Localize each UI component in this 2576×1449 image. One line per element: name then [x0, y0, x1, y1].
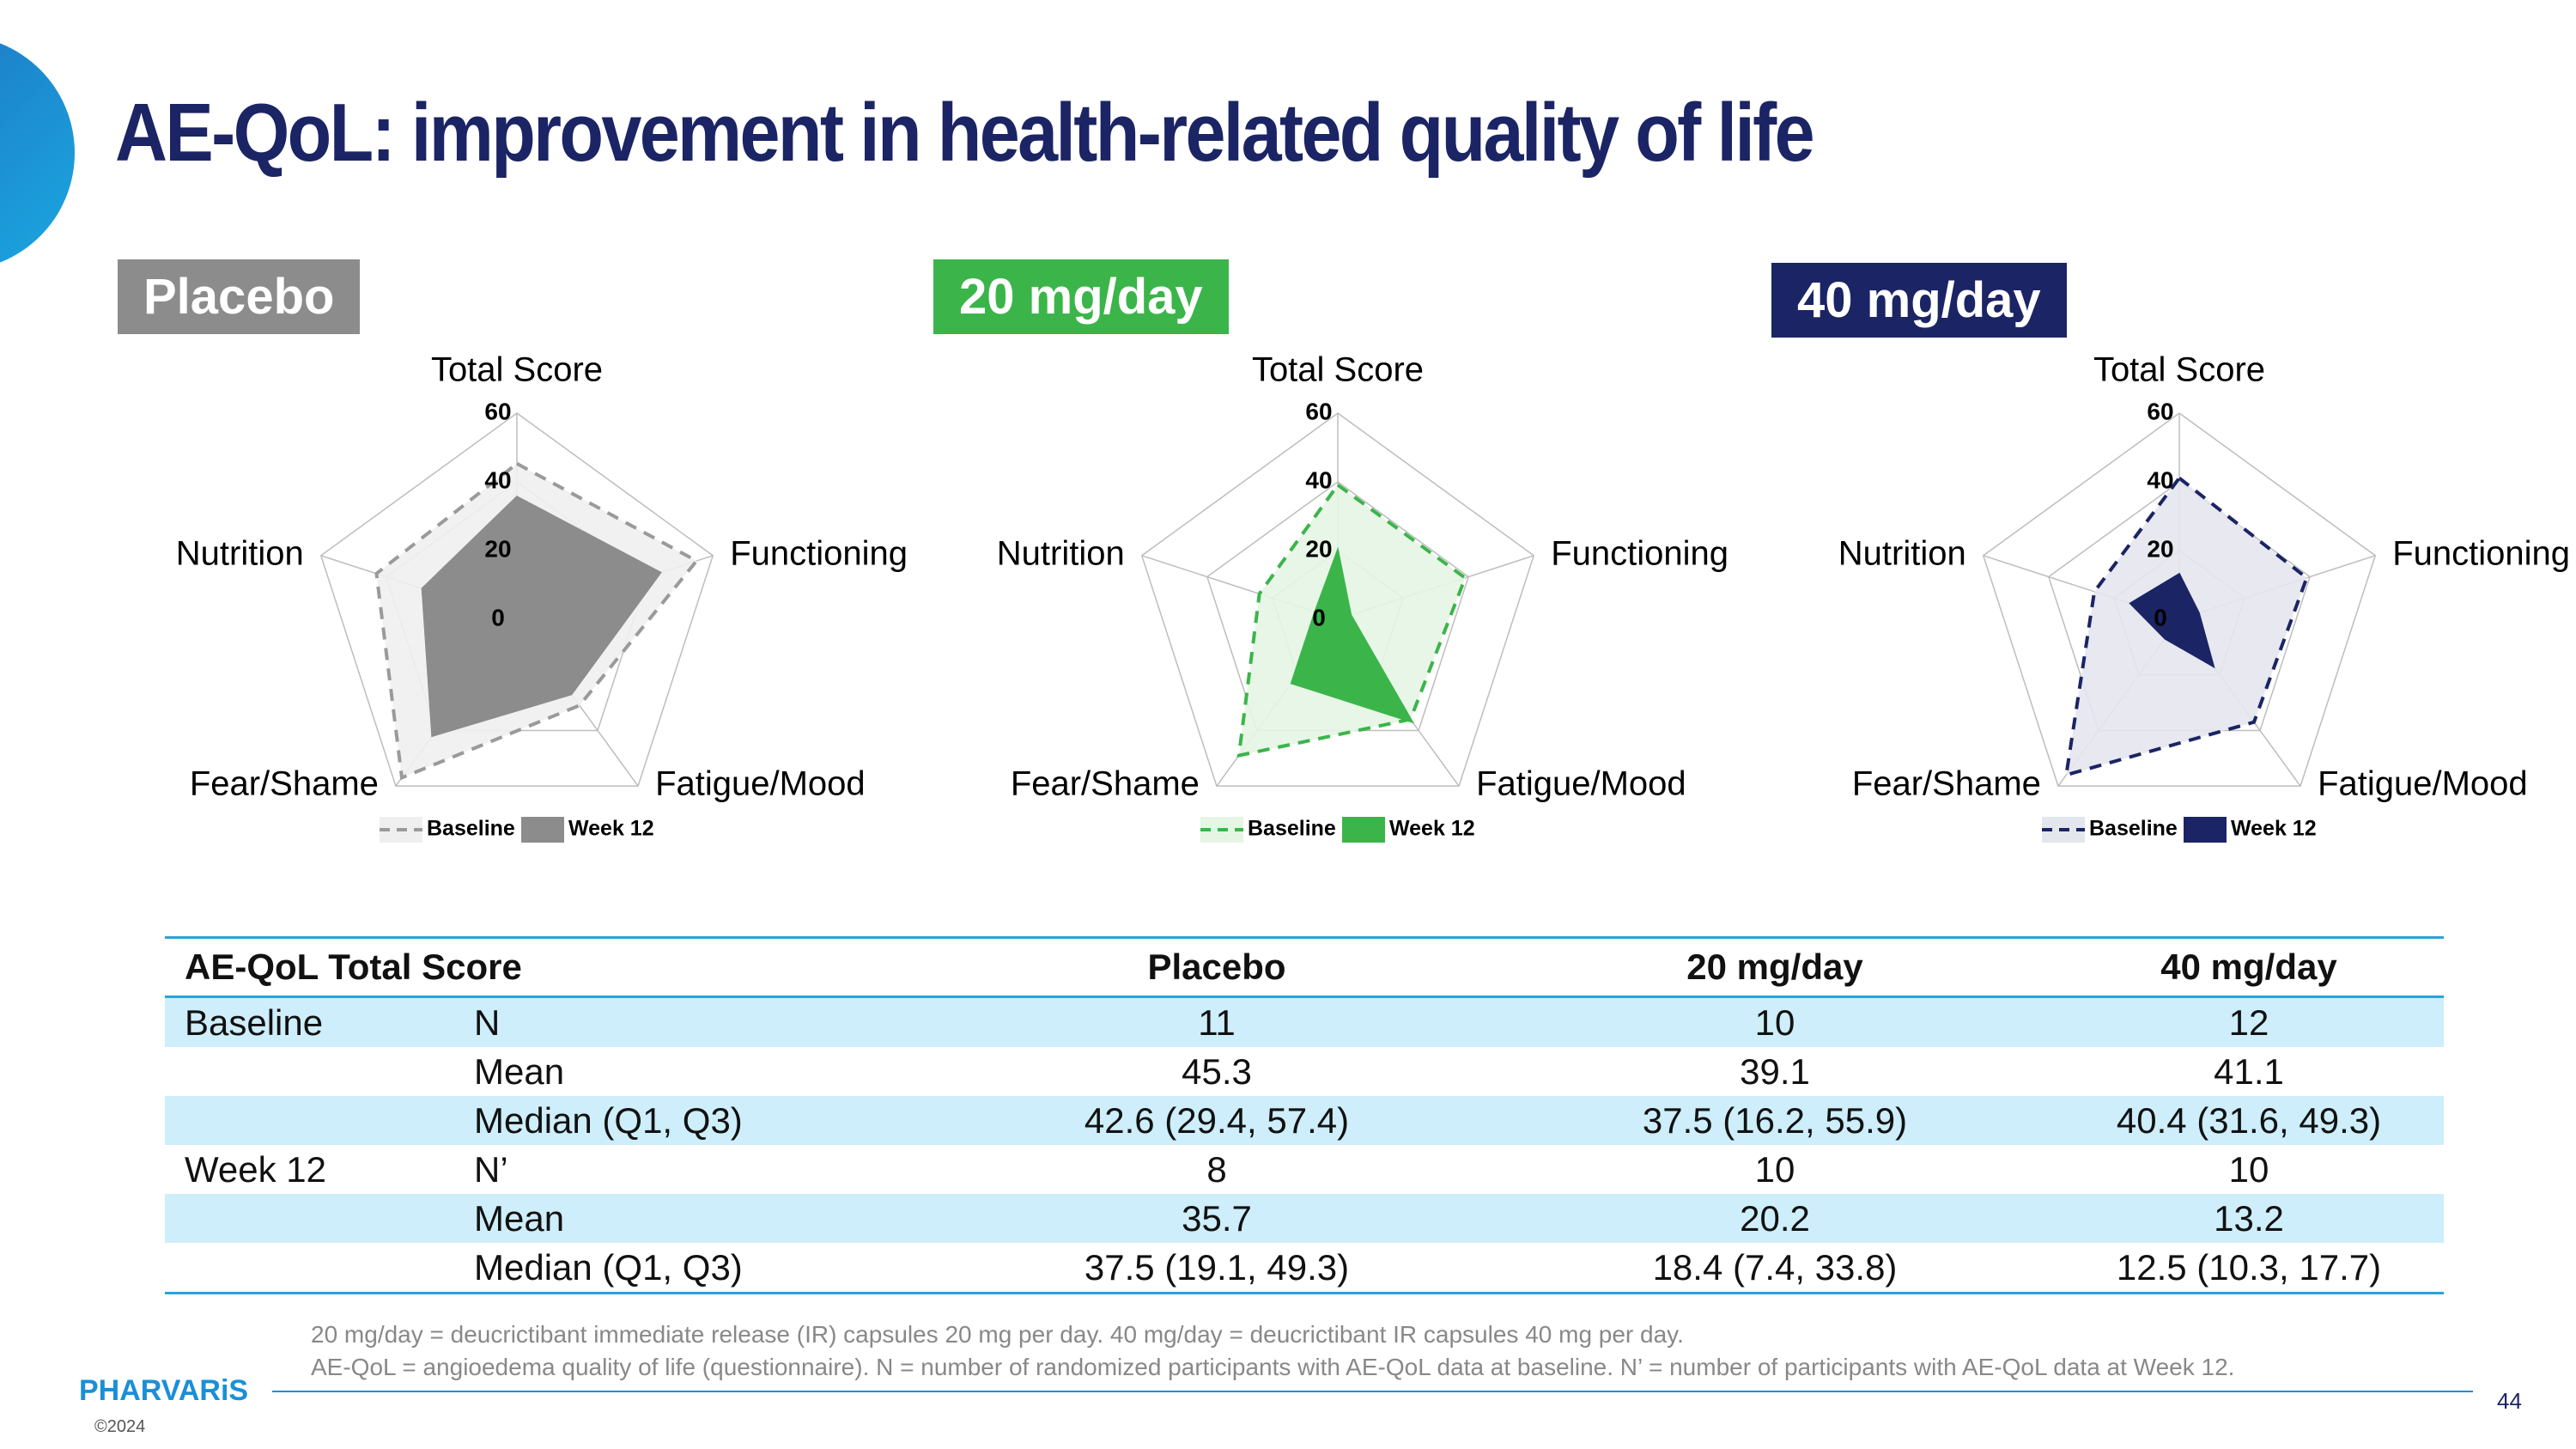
logo: PHARVARiS [79, 1374, 249, 1407]
table-cell: 11 [1198, 1002, 1236, 1043]
legend-label: Baseline [427, 817, 515, 841]
y-tick-label: 0 [491, 604, 505, 630]
row-group [165, 1194, 474, 1243]
row-stat: N’ [474, 1148, 508, 1190]
axis-label: Functioning [2392, 534, 2570, 572]
table-cell: 12 [2228, 1002, 2269, 1043]
table-cell: 13.2 [2214, 1197, 2284, 1239]
table-row: Week 12 N’ 8 10 10 [165, 1145, 2444, 1194]
y-tick-label: 0 [1312, 604, 1326, 630]
page-number: 44 [2497, 1388, 2522, 1414]
table-cell: 10 [1754, 1148, 1795, 1190]
y-tick-label: 20 [484, 535, 511, 562]
y-tick-label: 40 [2147, 466, 2173, 493]
radar-area [421, 495, 662, 738]
table-cell: 18.4 (7.4, 33.8) [1652, 1246, 1898, 1288]
legend-label: Baseline [1248, 817, 1336, 841]
y-tick-label: 60 [1305, 398, 1332, 424]
y-tick-label: 0 [2154, 604, 2167, 630]
copyright: ©2024 [94, 1417, 146, 1436]
table-row: Mean 45.3 39.1 41.1 [165, 1047, 2444, 1096]
legend-swatch [2184, 817, 2227, 843]
row-group: Week 12 [185, 1148, 326, 1190]
row-stat: Median (Q1, Q3) [474, 1099, 743, 1141]
y-tick-label: 20 [2147, 535, 2173, 562]
footer-rule [272, 1391, 2473, 1392]
corner-decoration [0, 43, 75, 263]
table-cell: 8 [1206, 1148, 1227, 1190]
axis-label: Functioning [1551, 534, 1728, 572]
axis-label: Nutrition [997, 534, 1125, 572]
results-table: AE-QoL Total Score Placebo 20 mg/day 40 … [165, 936, 2444, 1294]
table-row: Median (Q1, Q3) 42.6 (29.4, 57.4) 37.5 (16… [165, 1096, 2444, 1145]
table-cell: 37.5 (19.1, 49.3) [1084, 1246, 1350, 1288]
table-cell: 40.4 (31.6, 49.3) [2116, 1099, 2382, 1141]
radar-chart: 0 20 40 60 Total Score Functioning Fatigue/Moo… [997, 351, 1728, 843]
axis-label: Fatigue/Mood [1476, 765, 1686, 803]
table-cell: 10 [2228, 1148, 2269, 1190]
axis-label: Fatigue/Mood [2318, 765, 2528, 803]
table-cell: 37.5 (16.2, 55.9) [1642, 1099, 1908, 1141]
table-row: Baseline N 11 10 12 [165, 996, 2444, 1047]
y-tick-label: 40 [1305, 466, 1332, 493]
row-group: Baseline [185, 1002, 324, 1043]
radar-area [2129, 572, 2215, 669]
slide-title: AE-QoL: improvement in health-related qu… [115, 87, 1815, 179]
legend-label: Baseline [2089, 817, 2178, 841]
row-group [165, 1096, 474, 1145]
axis-label: Nutrition [176, 534, 304, 572]
radar-chart: 0 20 40 60 Total Score Functioning Fatigue/Moo… [1838, 351, 2570, 843]
row-stat: Mean [474, 1197, 565, 1239]
chart-title: 20 mg/day [933, 259, 1229, 334]
table-cell: 20.2 [1740, 1197, 1810, 1239]
axis-label: Fear/Shame [190, 765, 379, 803]
table-cell: 12.5 (10.3, 17.7) [2116, 1246, 2382, 1288]
table-cell: 45.3 [1182, 1050, 1252, 1092]
y-tick-label: 60 [2147, 398, 2173, 424]
header-cell: 20 mg/day [1686, 947, 1863, 987]
axis-label: Fatigue/Mood [655, 765, 866, 803]
footnote: 20 mg/day = deucrictibant immediate rele… [311, 1321, 1684, 1348]
table-row: Median (Q1, Q3) 37.5 (19.1, 49.3) 18.4 (7.… [165, 1243, 2444, 1294]
table-cell: 35.7 [1182, 1197, 1252, 1239]
axis-label: Total Score [2093, 351, 2265, 389]
axis-label: Nutrition [1838, 534, 1966, 572]
axis-label: Total Score [431, 351, 603, 389]
y-tick-label: 20 [1305, 535, 1332, 562]
row-group [165, 1047, 474, 1096]
axis-label: Fear/Shame [1011, 765, 1200, 803]
axis-label: Total Score [1252, 351, 1424, 389]
chart-title: Placebo [118, 259, 361, 334]
table-cell: 10 [1754, 1002, 1795, 1043]
y-tick-label: 60 [484, 398, 511, 424]
radar-area [1290, 546, 1415, 724]
row-group [165, 1243, 474, 1294]
table-cell: 42.6 (29.4, 57.4) [1084, 1099, 1350, 1141]
grid-line [319, 412, 714, 787]
legend-label: Week 12 [568, 817, 654, 841]
chart-title: 40 mg/day [1771, 263, 2067, 338]
table-cell: 41.1 [2214, 1050, 2284, 1092]
table-cell: 39.1 [1740, 1050, 1810, 1092]
axis-label: Fear/Shame [1852, 765, 2041, 803]
footnote: AE-QoL = angioedema quality of life (que… [311, 1354, 2235, 1380]
header-cell: Placebo [1147, 947, 1286, 987]
legend-label: Week 12 [1389, 817, 1475, 841]
table-header: AE-QoL Total Score Placebo 20 mg/day 40 … [165, 937, 2444, 997]
axis-label: Functioning [730, 534, 908, 572]
header-label: AE-QoL Total Score [185, 947, 522, 987]
row-stat: Mean [474, 1050, 565, 1092]
header-cell: 40 mg/day [2160, 947, 2337, 987]
grid-line [1140, 412, 1535, 787]
row-stat: Median (Q1, Q3) [474, 1246, 743, 1288]
legend-swatch [521, 817, 564, 843]
row-stat: N [474, 1002, 501, 1043]
legend-swatch [1342, 817, 1385, 843]
table-row: Mean 35.7 20.2 13.2 [165, 1194, 2444, 1243]
y-tick-label: 40 [484, 466, 511, 493]
grid-line [1982, 412, 2377, 787]
radar-chart: 0 20 40 60 Total Score Functioning Fatigue/Moo… [176, 351, 908, 843]
legend-label: Week 12 [2231, 817, 2317, 841]
